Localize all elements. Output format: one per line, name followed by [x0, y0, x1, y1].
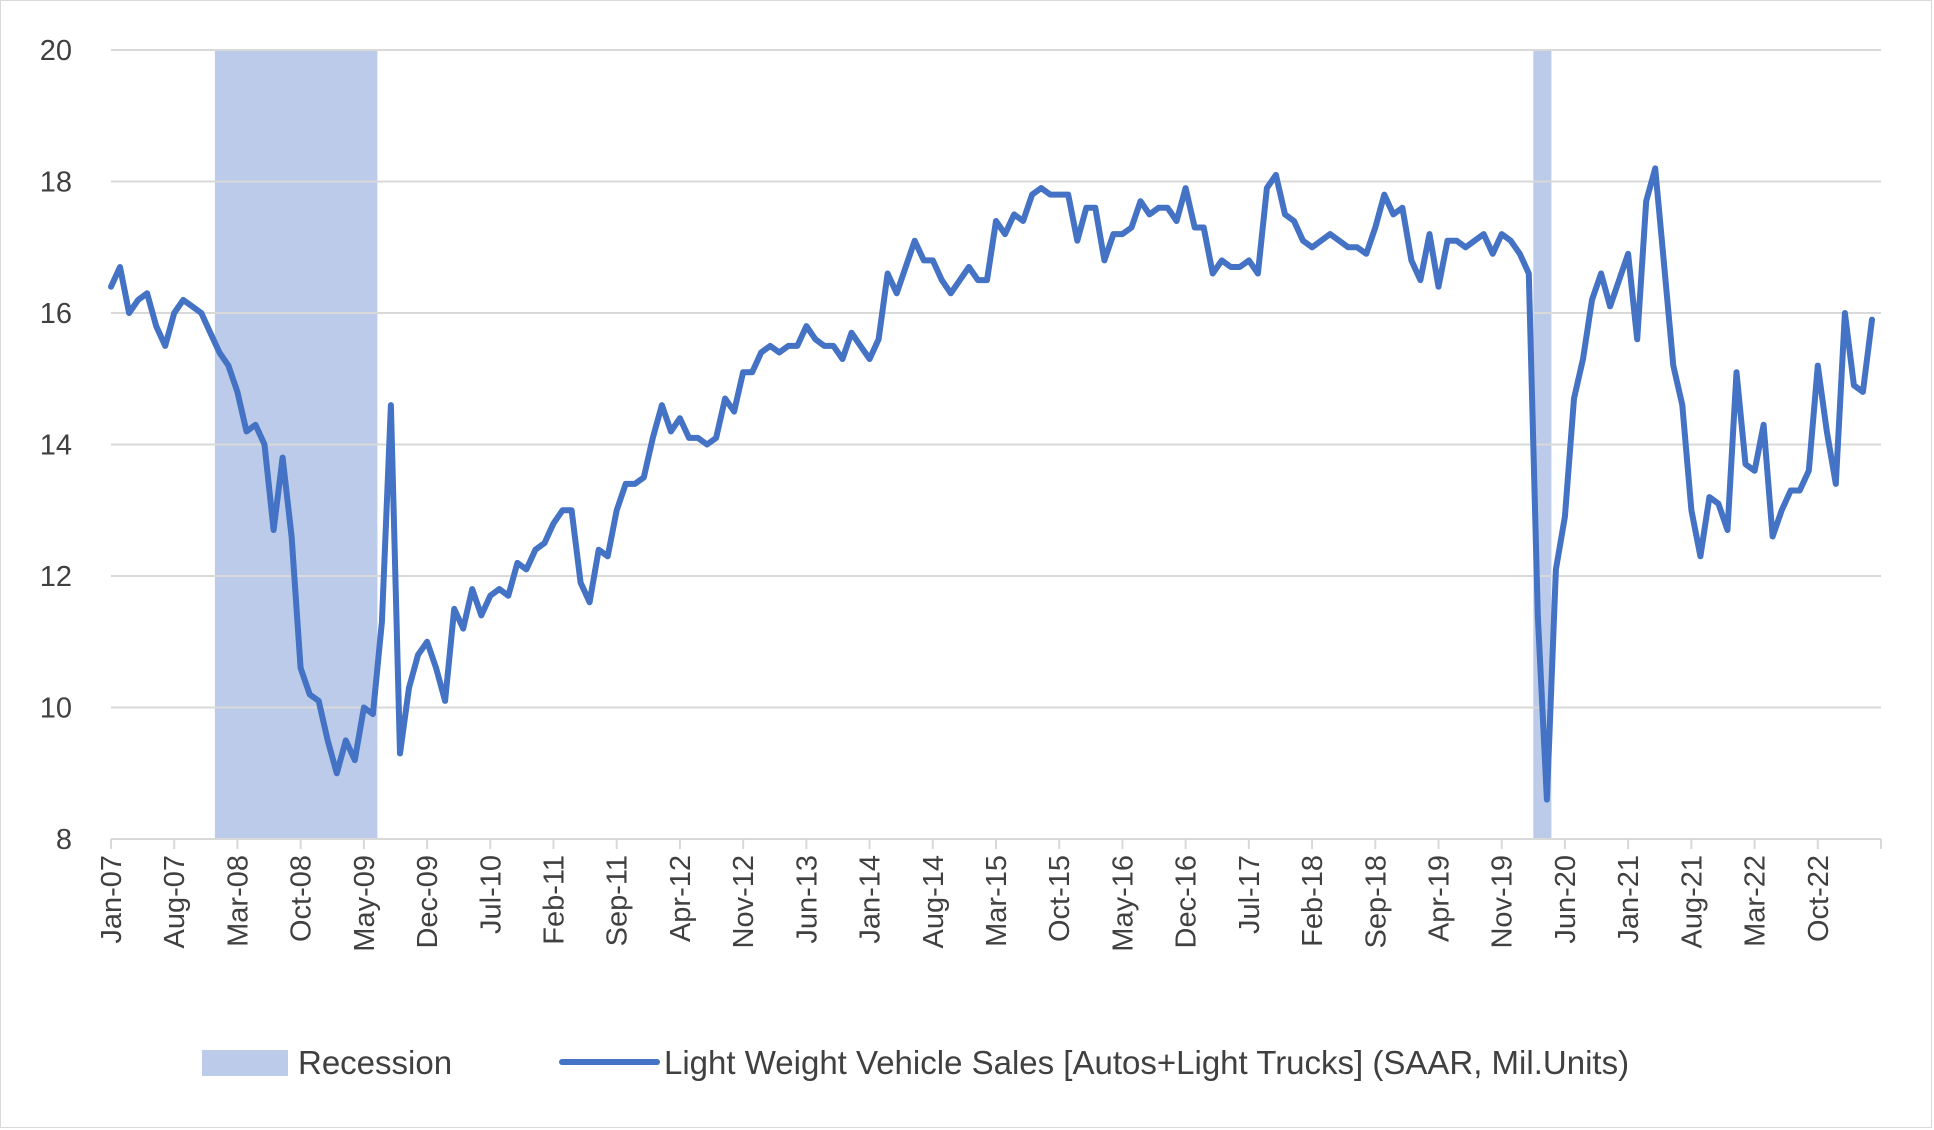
x-tick-label: Oct-15: [1044, 855, 1076, 942]
legend-series-label: Light Weight Vehicle Sales [Autos+Light …: [664, 1044, 1629, 1081]
x-tick-label: Sep-11: [602, 855, 634, 946]
x-tick-label: Jul-17: [1234, 855, 1266, 934]
x-tick-label: Jul-10: [475, 855, 507, 934]
y-tick-label: 16: [40, 298, 72, 330]
x-tick-label: Mar-22: [1740, 855, 1772, 947]
series: [108, 165, 1875, 803]
x-tick-label: Sep-18: [1360, 855, 1392, 949]
x-tick-label: Jan-14: [855, 855, 887, 944]
x-tick-label: Aug-21: [1676, 855, 1708, 949]
x-axis-tick-labels: Jan-07 Aug-07 Mar-08 Oct-08 May-09 Dec-09 Jul-…: [96, 855, 1835, 952]
x-tick-label: Apr-19: [1424, 855, 1456, 942]
x-tick-label: Aug-14: [918, 855, 950, 949]
x-tick-label: Nov-19: [1487, 855, 1519, 949]
x-tick-label: Mar-08: [222, 855, 254, 947]
x-tick-label: May-09: [349, 855, 381, 952]
x-tick-label: Dec-09: [412, 855, 444, 949]
legend-recession-swatch: [202, 1050, 288, 1076]
x-tick-label: Feb-18: [1297, 855, 1329, 947]
x-tick-label: Mar-15: [981, 855, 1013, 947]
y-axis-tick-labels: 8 10 12 14 16 18 20: [40, 35, 72, 856]
y-tick-label: 12: [40, 561, 72, 593]
x-tick-label: Feb-11: [539, 855, 571, 945]
legend: Recession Light Weight Vehicle Sales [Au…: [202, 1044, 1629, 1081]
y-tick-label: 20: [40, 35, 72, 67]
legend-recession-label: Recession: [298, 1044, 452, 1081]
y-tick-label: 8: [56, 824, 72, 856]
y-tick-label: 18: [40, 167, 72, 199]
x-tick-label: Jan-21: [1613, 855, 1645, 944]
x-tick-label: Jan-07: [96, 855, 128, 944]
x-tick-label: Oct-22: [1803, 855, 1835, 942]
x-tick-label: May-16: [1107, 855, 1139, 952]
y-tick-label: 10: [40, 693, 72, 725]
x-tick-label: Dec-16: [1171, 855, 1203, 949]
x-tick-label: Jun-20: [1550, 855, 1582, 944]
x-tick-label: Oct-08: [286, 855, 318, 942]
x-tick-label: Aug-07: [159, 855, 191, 949]
x-tick-label: Nov-12: [728, 855, 760, 949]
x-axis: [110, 838, 1882, 849]
x-tick-label: Jun-13: [791, 855, 823, 944]
y-tick-label: 14: [40, 430, 72, 462]
x-tick-label: Apr-12: [665, 855, 697, 942]
series-line-light-weight-vehicle-sales: [108, 165, 1875, 803]
